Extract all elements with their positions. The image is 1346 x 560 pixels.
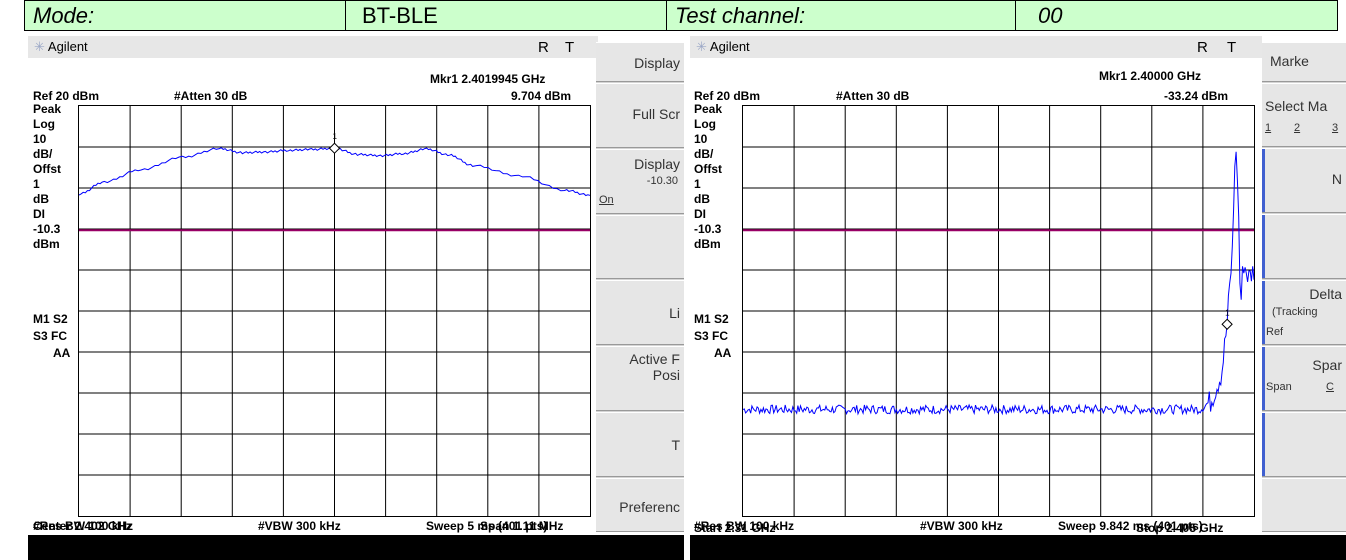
left-analyzer-panel: ✳ Agilent R T Mkr1 2.4019945 GHz Ref 20 d… [28, 36, 684, 560]
left-graticule: 1 [78, 105, 591, 517]
side-annotation: Offst [694, 162, 722, 176]
agilent-logo: ✳ Agilent [696, 39, 750, 54]
left-softkey-panel: Display Full Scr Display -10.30 On Li Acti… [596, 42, 684, 532]
side-annotation: 1 [33, 177, 40, 191]
span-value: Span 1.11 MHz [480, 519, 564, 533]
side-annotation: Peak [694, 102, 723, 116]
agilent-star-icon: ✳ [34, 39, 45, 54]
test-channel-label: Test channel: [666, 0, 1016, 31]
remote-indicator: R [1197, 39, 1208, 56]
sweep-time: Sweep 5 ms (401 pts) [426, 519, 548, 533]
side-annotation: dB [33, 192, 49, 206]
display-line-softkey[interactable]: Display -10.30 On [596, 149, 684, 214]
side-annotation: Log [694, 117, 716, 131]
normal-softkey[interactable]: N [1262, 148, 1346, 213]
right-softkey-panel: Marke Select Ma 1 2 3 N Delta (Tracking Ref S… [1262, 42, 1346, 532]
right-title-bar: ✳ Agilent R T [690, 36, 1262, 58]
side-annotation: 10 [694, 132, 708, 146]
left-screen: Mkr1 2.4019945 GHz Ref 20 dBm #Atten 30 … [28, 58, 596, 533]
marker-readout: Mkr1 2.4019945 GHz [430, 72, 546, 86]
marker-number: 1 [333, 132, 338, 141]
right-status-bar [690, 535, 1346, 560]
span-pair-softkey[interactable]: Spar Span C [1262, 346, 1346, 411]
trigger-indicator: T [565, 39, 575, 56]
video-bandwidth: #VBW 300 kHz [920, 519, 1003, 533]
display-softkey[interactable]: Display [596, 42, 684, 82]
side-annotation: DI [694, 207, 706, 221]
spectrum-trace [743, 151, 1254, 416]
remote-indicator: R [538, 39, 549, 56]
marker-diamond [1221, 318, 1233, 330]
right-screen: Mkr1 2.40000 GHz Ref 20 dBm #Atten 30 dB… [690, 58, 1260, 535]
right-spectrum-plot: 1 [743, 106, 1254, 516]
side-annotation: Offst [33, 162, 61, 176]
blank-softkey-1[interactable] [596, 215, 684, 279]
stop-frequency: Stop 2.405 GHz [1136, 521, 1224, 535]
side-annotation: dB/ [33, 147, 53, 161]
side-annotation: S3 FC [33, 329, 68, 343]
side-annotation: -10.3 [33, 222, 61, 236]
agilent-logo: ✳ Agilent [34, 39, 88, 54]
ref-level: Ref 20 dBm [694, 89, 761, 103]
side-annotation: dB/ [694, 147, 714, 161]
right-analyzer-panel: ✳ Agilent R T Mkr1 2.40000 GHz Ref 20 dBm… [690, 36, 1346, 560]
side-annotation: S3 FC [694, 329, 729, 343]
mode-label: Mode: [24, 0, 346, 31]
marker-softkey[interactable]: Marke [1262, 42, 1346, 82]
side-annotation: dBm [694, 237, 721, 251]
select-marker-softkey[interactable]: Select Ma 1 2 3 [1262, 83, 1346, 147]
side-annotation: dBm [33, 237, 60, 251]
side-annotation: -10.3 [694, 222, 722, 236]
side-annotation: DI [33, 207, 45, 221]
video-bandwidth: #VBW 300 kHz [258, 519, 341, 533]
marker-number: 1 [1225, 308, 1230, 317]
side-annotation: AA [53, 346, 71, 360]
side-annotation: Peak [33, 102, 62, 116]
resolution-bandwidth: #Res BW 100 kHz [694, 519, 795, 533]
attenuation: #Atten 30 dB [174, 89, 248, 103]
title-softkey[interactable]: T [596, 412, 684, 477]
marker-diamond [328, 142, 341, 154]
blank-softkey-4[interactable] [1262, 478, 1346, 532]
delta-tracking-softkey[interactable]: Delta (Tracking Ref [1262, 280, 1346, 345]
full-screen-softkey[interactable]: Full Scr [596, 83, 684, 148]
left-title-bar: ✳ Agilent R T [28, 36, 598, 58]
side-annotation: AA [714, 346, 732, 360]
agilent-star-icon: ✳ [696, 39, 707, 54]
start-frequency: Start 2.31 GHz [694, 521, 776, 535]
side-annotation: dB [694, 192, 710, 206]
marker-level: 9.704 dBm [511, 89, 572, 103]
marker-readout: Mkr1 2.40000 GHz [1099, 69, 1202, 83]
resolution-bandwidth: #Res BW 100 kHz [33, 519, 134, 533]
test-channel-value: 00 [1015, 0, 1338, 31]
active-function-position-softkey[interactable]: Active F Posi [596, 346, 684, 411]
blank-softkey-2[interactable] [1262, 214, 1346, 279]
ref-level: Ref 20 dBm [33, 89, 100, 103]
side-annotation: 1 [694, 177, 701, 191]
preferences-softkey[interactable]: Preferenc [596, 478, 684, 532]
sweep-time: Sweep 9.842 ms (401 pts) [1058, 519, 1203, 533]
left-spectrum-plot: 1 [79, 106, 590, 516]
trigger-indicator: T [1227, 39, 1237, 56]
left-status-bar [28, 535, 684, 560]
marker-level: -33.24 dBm [1164, 89, 1229, 103]
mode-value: BT-BLE [345, 0, 667, 31]
attenuation: #Atten 30 dB [836, 89, 910, 103]
right-graticule: 1 [742, 105, 1255, 517]
side-annotation: M1 S2 [33, 312, 68, 326]
side-annotation: 10 [33, 132, 47, 146]
limits-softkey[interactable]: Li [596, 280, 684, 345]
blank-softkey-3[interactable] [1262, 412, 1346, 477]
center-frequency: Center 2.402 GHz [33, 519, 132, 533]
side-annotation: M1 S2 [694, 312, 729, 326]
side-annotation: Log [33, 117, 55, 131]
